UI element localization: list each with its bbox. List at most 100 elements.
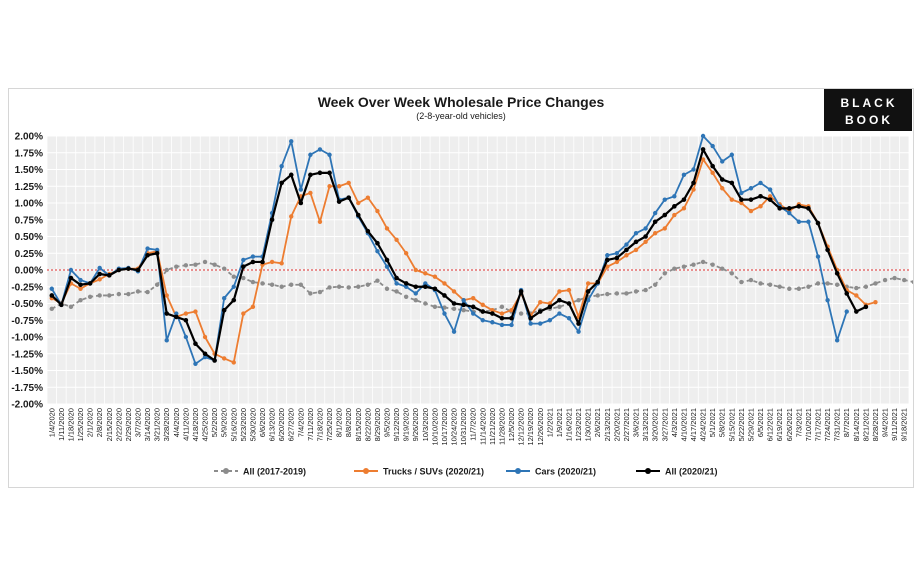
legend-swatch-marker	[515, 468, 521, 474]
data-point	[490, 311, 495, 316]
data-point	[624, 247, 629, 253]
data-point	[806, 206, 811, 211]
data-point	[537, 309, 543, 314]
data-point	[576, 329, 581, 334]
data-point	[662, 197, 667, 202]
x-tick-label: 11/14/2020	[478, 408, 487, 445]
chart-frame: Week Over Week Wholesale Price Changes (…	[8, 88, 914, 488]
data-point	[710, 262, 715, 267]
x-tick-label: 1/23/2021	[574, 408, 583, 441]
data-point	[145, 289, 150, 295]
data-point	[97, 277, 102, 282]
x-tick-label: 5/1/2021	[708, 408, 717, 437]
data-point	[260, 259, 265, 265]
data-point	[97, 271, 102, 277]
x-tick-label: 8/22/2020	[363, 408, 372, 441]
data-point	[97, 265, 102, 271]
data-point	[700, 157, 706, 162]
data-point	[384, 226, 390, 231]
data-point	[384, 286, 390, 291]
data-point	[384, 257, 390, 263]
data-point	[748, 197, 754, 202]
data-point	[154, 250, 160, 256]
data-point	[557, 304, 562, 310]
data-point	[221, 356, 227, 361]
x-tick-label: 5/9/2020	[220, 408, 229, 437]
x-tick-label: 8/8/2020	[344, 408, 353, 437]
data-point	[844, 291, 850, 296]
data-point	[471, 311, 476, 316]
x-tick-label: 9/11/2021	[890, 408, 899, 441]
data-point	[528, 321, 533, 326]
x-tick-label: 3/7/2020	[133, 408, 142, 437]
y-axis-ticks: 2.00% 1.75% 1.50% 1.25% 1.00% 0.75% 0.50% 0.25%…	[11, 132, 43, 411]
data-point	[317, 170, 323, 176]
data-point	[739, 200, 744, 206]
x-tick-label: 5/29/2021	[746, 408, 755, 441]
y-tick-label: -0.75%	[11, 316, 43, 327]
data-point	[518, 289, 524, 294]
data-point	[394, 281, 399, 286]
x-tick-label: 8/1/2020	[335, 408, 344, 437]
data-point	[289, 282, 294, 287]
data-point	[346, 285, 351, 290]
legend-item: Cars (2020/21)	[506, 467, 596, 477]
data-point	[289, 139, 294, 144]
data-point	[499, 322, 505, 328]
x-tick-label: 1/30/2021	[584, 408, 593, 441]
x-tick-label: 2/6/2021	[593, 408, 602, 437]
data-point	[174, 314, 179, 320]
y-tick-label: 1.00%	[15, 199, 43, 210]
data-point	[470, 304, 476, 310]
x-tick-label: 10/24/2020	[450, 408, 459, 446]
legend: All (2017-2019) Trucks / SUVs (2020/21) Ca…	[214, 467, 718, 477]
data-point	[614, 291, 620, 296]
x-tick-label: 6/13/2020	[268, 408, 277, 441]
data-point	[758, 204, 763, 209]
legend-item: All (2020/21)	[636, 467, 718, 477]
data-point	[461, 302, 466, 308]
data-point	[451, 289, 457, 294]
data-point	[87, 281, 93, 286]
data-point	[442, 293, 447, 298]
x-tick-label: 1/16/2021	[564, 408, 573, 441]
data-point	[49, 306, 54, 312]
data-point	[327, 170, 332, 176]
data-point	[308, 190, 313, 196]
x-tick-label: 5/30/2020	[248, 408, 257, 441]
data-point	[767, 194, 773, 199]
x-tick-label: 8/14/2021	[852, 408, 861, 441]
data-point	[346, 180, 351, 186]
x-tick-label: 8/7/2021	[842, 408, 851, 437]
data-point	[356, 200, 361, 206]
data-point	[154, 247, 160, 253]
x-tick-label: 6/6/2020	[258, 408, 267, 437]
data-point	[499, 311, 505, 316]
data-point	[576, 321, 581, 326]
x-tick-label: 7/24/2021	[823, 408, 832, 441]
data-point	[825, 297, 830, 303]
data-point	[164, 338, 169, 343]
data-point	[49, 293, 55, 298]
data-point	[652, 230, 658, 236]
x-tick-label: 2/8/2020	[95, 408, 104, 437]
data-point	[432, 304, 438, 310]
data-point	[403, 294, 409, 299]
x-tick-label: 6/5/2021	[756, 408, 765, 437]
data-point	[720, 266, 725, 271]
series-line	[51, 135, 848, 365]
data-point	[126, 291, 131, 297]
data-point	[202, 354, 208, 360]
data-point	[739, 190, 744, 196]
data-point	[691, 187, 696, 192]
x-tick-label: 12/26/2020	[536, 408, 545, 446]
x-tick-label: 7/25/2020	[325, 408, 334, 441]
x-tick-label: 1/25/2020	[76, 408, 85, 441]
data-point	[413, 297, 418, 303]
x-tick-label: 4/25/2020	[201, 408, 210, 441]
data-point	[289, 214, 294, 219]
y-tick-label: 1.25%	[15, 182, 43, 193]
data-point	[78, 297, 83, 303]
data-point	[863, 304, 869, 310]
data-point	[471, 295, 476, 301]
